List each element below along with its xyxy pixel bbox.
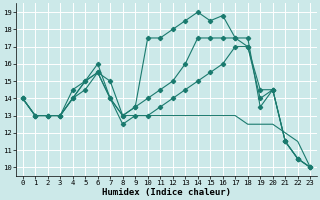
X-axis label: Humidex (Indice chaleur): Humidex (Indice chaleur) bbox=[102, 188, 231, 197]
